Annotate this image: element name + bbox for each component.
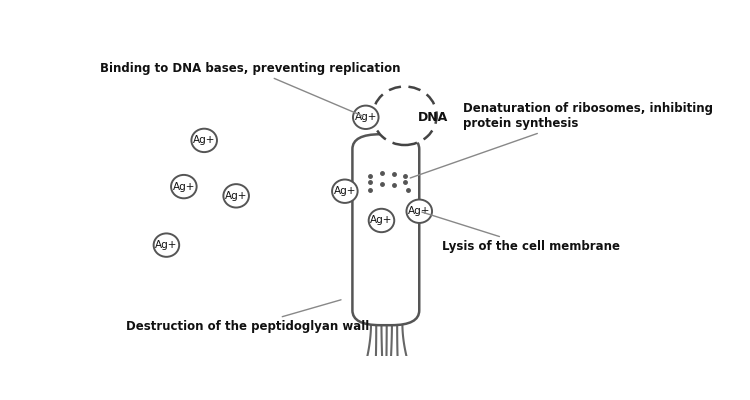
- Text: Ag+: Ag+: [355, 112, 377, 122]
- Text: Denaturation of ribosomes, inhibiting
protein synthesis: Denaturation of ribosomes, inhibiting pr…: [410, 102, 712, 178]
- Ellipse shape: [191, 129, 217, 152]
- Text: Destruction of the peptidoglyan wall: Destruction of the peptidoglyan wall: [126, 300, 369, 333]
- Ellipse shape: [406, 200, 432, 223]
- Text: DNA: DNA: [418, 111, 448, 124]
- Text: Binding to DNA bases, preventing replication: Binding to DNA bases, preventing replica…: [100, 62, 400, 116]
- Text: Ag+: Ag+: [408, 206, 430, 216]
- Text: Ag+: Ag+: [155, 240, 178, 250]
- Ellipse shape: [369, 209, 394, 232]
- Text: Ag+: Ag+: [225, 191, 248, 201]
- Ellipse shape: [154, 234, 179, 257]
- Text: Ag+: Ag+: [370, 216, 393, 226]
- Ellipse shape: [353, 106, 379, 129]
- Ellipse shape: [171, 175, 196, 198]
- Ellipse shape: [224, 184, 249, 208]
- Ellipse shape: [373, 86, 436, 145]
- Ellipse shape: [332, 180, 358, 203]
- Text: Ag+: Ag+: [193, 135, 215, 146]
- Text: Ag+: Ag+: [172, 182, 195, 192]
- Text: Ag+: Ag+: [334, 186, 356, 196]
- Text: Lysis of the cell membrane: Lysis of the cell membrane: [422, 212, 620, 253]
- FancyBboxPatch shape: [352, 134, 419, 325]
